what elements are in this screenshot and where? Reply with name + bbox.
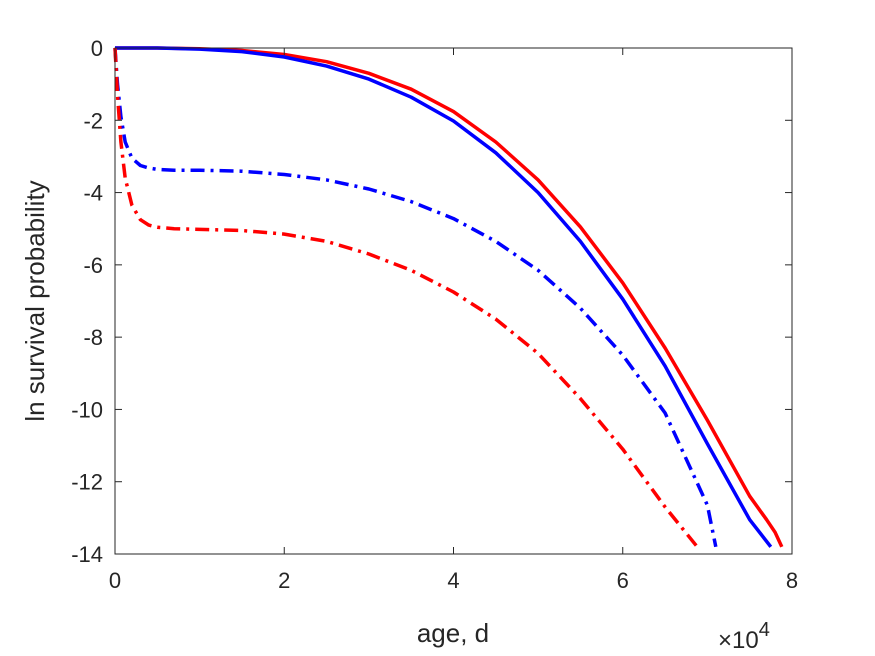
x-axis-label: age, d: [417, 618, 489, 648]
x-exponent-power: 4: [759, 619, 770, 641]
y-tick-label: -4: [83, 181, 103, 206]
x-axis-ticks: 0 2 4 6 8: [109, 48, 798, 593]
x-tick-label: 0: [109, 568, 121, 593]
y-tick-label: -10: [71, 397, 103, 422]
x-exponent-base: ×10: [718, 627, 759, 654]
y-tick-label: 0: [91, 36, 103, 61]
y-tick-label: -8: [83, 325, 103, 350]
y-tick-label: -6: [83, 253, 103, 278]
series-line-2: [115, 46, 773, 548]
y-axis-label: ln survival probability: [20, 180, 50, 421]
series-line-3: [113, 47, 718, 548]
x-tick-label: 8: [786, 568, 798, 593]
series-line-4: [113, 47, 699, 548]
y-axis-ticks: 0 -2 -4 -6 -8 -10 -12 -14: [71, 36, 792, 567]
x-tick-label: 6: [617, 568, 629, 593]
series-layer: [113, 46, 784, 548]
x-tick-label: 4: [447, 568, 459, 593]
x-tick-label: 2: [278, 568, 290, 593]
y-tick-label: -12: [71, 470, 103, 495]
x-exponent-label: ×104: [718, 619, 770, 654]
plot-area: [115, 48, 792, 554]
y-tick-label: -2: [83, 108, 103, 133]
y-tick-label: -14: [71, 542, 103, 567]
